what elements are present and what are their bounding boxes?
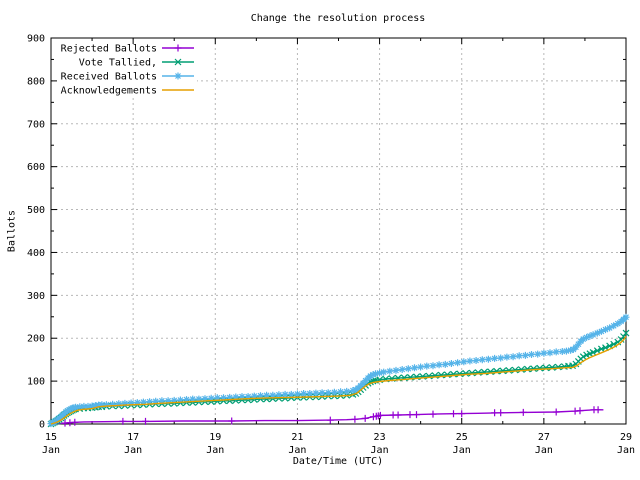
legend-sample-marker — [174, 58, 182, 66]
x-tick-label-day: 27 — [538, 432, 550, 443]
legend-entry-received-ballots: Received Ballots — [61, 72, 194, 83]
y-tick-label: 300 — [27, 291, 45, 302]
x-tick-label-month: Jan — [288, 445, 306, 456]
series-line — [50, 336, 627, 425]
x-tick-label-month: Jan — [42, 445, 60, 456]
legend-label: Vote Tallied, — [79, 58, 157, 69]
series-acknowledgements — [50, 336, 627, 425]
x-tick-label-month: Jan — [617, 445, 635, 456]
legend: Rejected Ballots Vote Tallied, Received Ba… — [61, 44, 194, 97]
x-axis-label: Date/Time (UTC) — [292, 456, 384, 467]
y-tick-label: 100 — [27, 377, 45, 388]
y-tick-label: 500 — [27, 205, 45, 216]
x-tick-label-day: 19 — [209, 432, 221, 443]
legend-label: Rejected Ballots — [61, 44, 157, 55]
x-tick-label-month: Jan — [371, 445, 389, 456]
y-tick-label: 0 — [39, 420, 45, 431]
x-tick-label-month: Jan — [453, 445, 471, 456]
legend-sample-marker — [174, 44, 182, 52]
legend-sample-marker — [174, 72, 182, 80]
y-tick-label: 900 — [27, 34, 45, 45]
x-tick-label-day: 25 — [456, 432, 468, 443]
series-line — [50, 332, 627, 425]
chart-title: Change the resolution process — [250, 13, 426, 24]
series-line — [50, 409, 604, 425]
legend-entry-acknowledgements: Acknowledgements — [61, 86, 194, 97]
y-tick-label: 200 — [27, 334, 45, 345]
y-tick-label: 600 — [27, 162, 45, 173]
legend-label: Acknowledgements — [61, 86, 157, 97]
x-tick-label-day: 29 — [620, 432, 632, 443]
x-tick-label-day: 15 — [45, 432, 57, 443]
tick-labels: 0 100 200 300 400 500 600 700 800 900 15 Jan 17 Jan 19… — [27, 34, 635, 457]
y-tick-label: 700 — [27, 119, 45, 130]
x-tick-label-day: 23 — [374, 432, 386, 443]
y-tick-label: 400 — [27, 248, 45, 259]
x-tick-label-month: Jan — [206, 445, 224, 456]
series-rejected-ballots — [50, 406, 604, 427]
x-tick-label-month: Jan — [535, 445, 553, 456]
x-tick-label-month: Jan — [124, 445, 142, 456]
legend-background — [54, 41, 197, 97]
legend-entry-vote-tallied: Vote Tallied, — [79, 58, 194, 69]
series-markers — [61, 406, 602, 427]
legend-entry-rejected-ballots: Rejected Ballots — [61, 44, 194, 55]
x-tick-label-day: 21 — [291, 432, 303, 443]
x-tick-label-day: 17 — [127, 432, 139, 443]
series-line — [50, 316, 627, 425]
legend-label: Received Ballots — [61, 72, 157, 83]
y-tick-label: 800 — [27, 76, 45, 87]
